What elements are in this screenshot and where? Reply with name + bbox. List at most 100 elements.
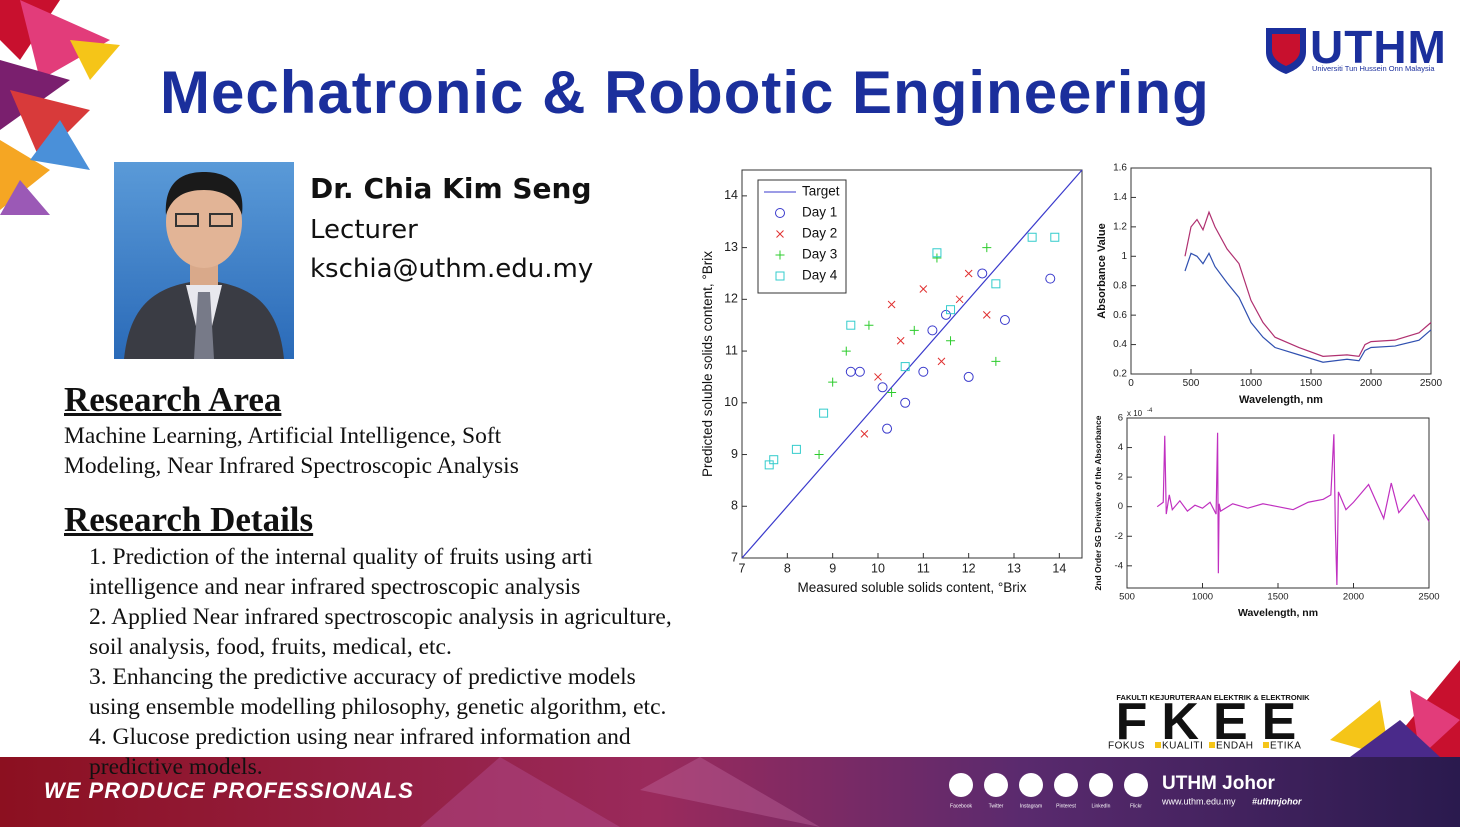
x-axis-label: Measured soluble solids content, °Brix	[797, 580, 1026, 595]
fkee-motto: ETIKA	[1270, 741, 1301, 752]
social-icon	[1124, 773, 1148, 797]
point	[769, 455, 779, 465]
social-icon	[1054, 773, 1078, 797]
legend-box	[757, 179, 847, 294]
triangle	[1350, 720, 1440, 757]
point	[896, 336, 905, 345]
y-tick-label: 0.6	[1113, 310, 1127, 321]
point	[918, 366, 929, 377]
social-label: Pinterest	[1056, 803, 1076, 809]
triangle	[20, 0, 110, 80]
y-tick-label: 0.4	[1113, 339, 1127, 350]
y-tick-label: 9	[731, 447, 738, 461]
legend-label: Day 3	[802, 247, 837, 262]
y-tick-label: 7	[731, 550, 738, 564]
y-tick-label: 1.2	[1113, 221, 1127, 232]
motto-dot	[1263, 742, 1269, 748]
detail-item: 2. Applied Near infrared spectroscopic a…	[89, 604, 672, 660]
lecturer-email: kschia@uthm.edu.my	[310, 254, 594, 284]
point	[964, 269, 973, 278]
point	[864, 320, 874, 330]
data-line	[1156, 432, 1430, 586]
point	[946, 336, 956, 346]
point	[819, 408, 829, 418]
point	[882, 423, 893, 434]
point	[927, 325, 938, 336]
point	[937, 357, 946, 366]
point	[963, 371, 974, 382]
legend-swatch	[776, 230, 784, 238]
point	[846, 320, 856, 330]
legend-label: Day 2	[802, 226, 837, 241]
triangle	[420, 757, 620, 827]
legend-swatch	[775, 271, 785, 281]
x-tick-label: 12	[962, 562, 976, 576]
y-tick-label: 8	[731, 499, 738, 513]
x-tick-label: 2500	[1418, 592, 1439, 603]
y-tick-label: 10	[724, 395, 738, 409]
slide-title: Mechatronic & Robotic Engineering	[160, 59, 1210, 126]
point	[982, 243, 992, 253]
point	[828, 377, 838, 387]
detail-item: 1. Prediction of the internal quality of…	[89, 544, 593, 600]
triangle	[0, 180, 50, 215]
y-tick-label: 4	[1118, 442, 1123, 453]
data-line	[1184, 252, 1432, 363]
triangle	[1410, 690, 1460, 757]
social-icon	[984, 773, 1008, 797]
data-line	[1184, 210, 1432, 357]
y-tick-label: 11	[725, 343, 738, 357]
social-label: Facebook	[950, 803, 972, 809]
point	[982, 310, 991, 319]
point	[1045, 273, 1056, 284]
data-line	[741, 169, 1083, 559]
fkee-motto: ENDAH	[1216, 741, 1254, 752]
triangle	[640, 757, 820, 827]
point	[941, 309, 951, 320]
triangle	[30, 120, 90, 170]
point	[860, 429, 869, 438]
lecturer-position: Lecturer	[310, 215, 418, 245]
y-scale-label: x 10	[1127, 409, 1143, 418]
x-tick-label: 2000	[1360, 378, 1383, 389]
point	[991, 279, 1001, 289]
social-label: Twitter	[989, 803, 1004, 809]
y-tick-label: 13	[724, 240, 738, 254]
social-label: Instagram	[1020, 803, 1042, 809]
x-tick-label: 1500	[1267, 592, 1288, 603]
brand: UTHM Johor	[1162, 773, 1276, 794]
x-tick-label: 13	[1007, 562, 1021, 576]
point	[932, 248, 942, 258]
social-icon	[949, 773, 973, 797]
hashtag: #uthmjohor	[1252, 796, 1302, 806]
x-tick-label: 10	[871, 562, 885, 576]
point	[877, 382, 888, 393]
lecturer-name: Dr. Chia Kim Seng	[310, 172, 592, 205]
triangle	[0, 60, 70, 130]
point	[854, 366, 865, 377]
x-tick-label: 7	[739, 562, 746, 576]
detail-item: 4. Glucose prediction using near infrare…	[89, 724, 631, 780]
y-tick-label: 1	[1121, 251, 1127, 262]
point	[791, 444, 801, 454]
x-tick-label: 14	[1052, 562, 1066, 576]
triangle	[0, 140, 50, 210]
x-tick-label: 8	[784, 562, 791, 576]
y-tick-label: 12	[724, 292, 738, 306]
point	[946, 305, 956, 315]
x-tick-label: 1500	[1300, 378, 1323, 389]
point	[991, 356, 1001, 366]
y-tick-label: 1.6	[1113, 163, 1127, 174]
slogan: WE PRODUCE PROFESSIONALS	[44, 778, 414, 803]
legend-label: Day 4	[802, 268, 838, 283]
section-heading: Research Details	[64, 500, 314, 539]
legend-swatch	[775, 208, 785, 218]
footer-band	[0, 757, 1460, 827]
point	[932, 253, 942, 263]
y-tick-label: 0	[1118, 501, 1123, 512]
point	[887, 300, 896, 309]
